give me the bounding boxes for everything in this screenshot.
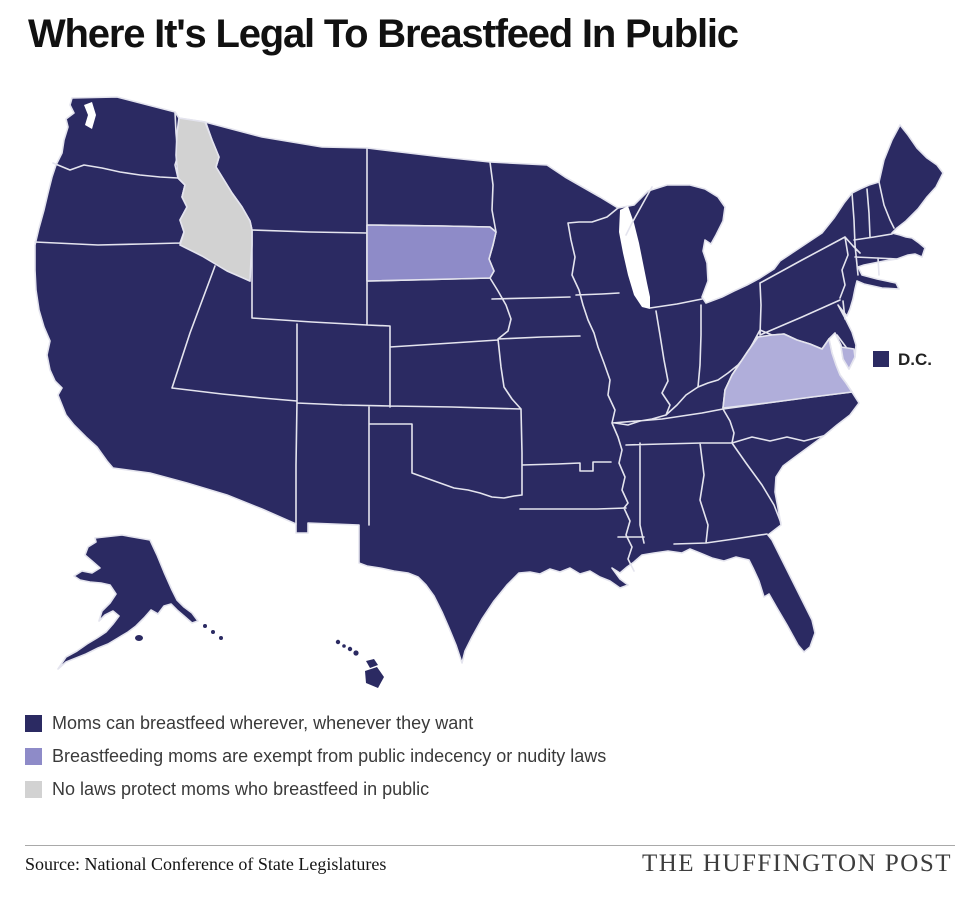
state-alaska bbox=[57, 534, 199, 670]
legend-swatch-icon bbox=[25, 715, 42, 732]
legend-swatch-no-laws bbox=[25, 781, 42, 798]
hawaii-island bbox=[335, 639, 341, 645]
dc-marker-label: D.C. bbox=[898, 350, 932, 369]
legend-item-no-laws: No laws protect moms who breastfeed in p… bbox=[25, 780, 606, 799]
state-lower48-silhouette bbox=[34, 96, 944, 664]
footer-divider bbox=[25, 845, 955, 846]
legend-label: No laws protect moms who breastfeed in p… bbox=[52, 779, 430, 799]
map-legend: Moms can breastfeed wherever, whenever t… bbox=[25, 714, 606, 813]
page-title: Where It's Legal To Breastfeed In Public bbox=[28, 12, 739, 56]
hawaii-island bbox=[347, 646, 353, 652]
state-virginia-eastern-shore bbox=[840, 346, 856, 370]
green-bay bbox=[626, 221, 636, 247]
legend-label: Moms can breastfeed wherever, whenever t… bbox=[52, 713, 474, 733]
dc-marker-swatch bbox=[873, 351, 889, 367]
hawaii-island bbox=[353, 650, 359, 656]
state-hawaii bbox=[335, 639, 384, 688]
legend-swatch-icon bbox=[25, 748, 42, 765]
hawaii-island-big-island bbox=[365, 667, 384, 688]
state-virginia bbox=[722, 333, 853, 409]
us-choropleth-map: D.C. bbox=[34, 96, 944, 688]
puget-sound bbox=[84, 102, 96, 129]
legend-swatch-full-protection bbox=[25, 715, 42, 732]
hawaii-island bbox=[342, 644, 346, 648]
publisher-logo: THE HUFFINGTON POST bbox=[641, 850, 952, 877]
alaska-panhandle-island bbox=[203, 624, 207, 628]
alaska-panhandle-island bbox=[219, 636, 223, 640]
legend-swatch-indecency-exempt bbox=[25, 748, 42, 765]
source-attribution: Source: National Conference of State Leg… bbox=[25, 854, 387, 874]
legend-label: Breastfeeding moms are exempt from publi… bbox=[52, 746, 607, 766]
legend-item-breastfeed-anywhere: Moms can breastfeed wherever, whenever t… bbox=[25, 714, 606, 733]
state-south-dakota bbox=[366, 224, 497, 282]
hawaii-island-maui bbox=[366, 659, 378, 668]
state-idaho bbox=[175, 117, 253, 282]
legend-swatch-icon bbox=[25, 781, 42, 798]
alaska-panhandle-island bbox=[211, 630, 215, 634]
legend-item-indecency-exempt: Breastfeeding moms are exempt from publi… bbox=[25, 747, 606, 766]
alaska-kodiak-island bbox=[135, 635, 143, 641]
